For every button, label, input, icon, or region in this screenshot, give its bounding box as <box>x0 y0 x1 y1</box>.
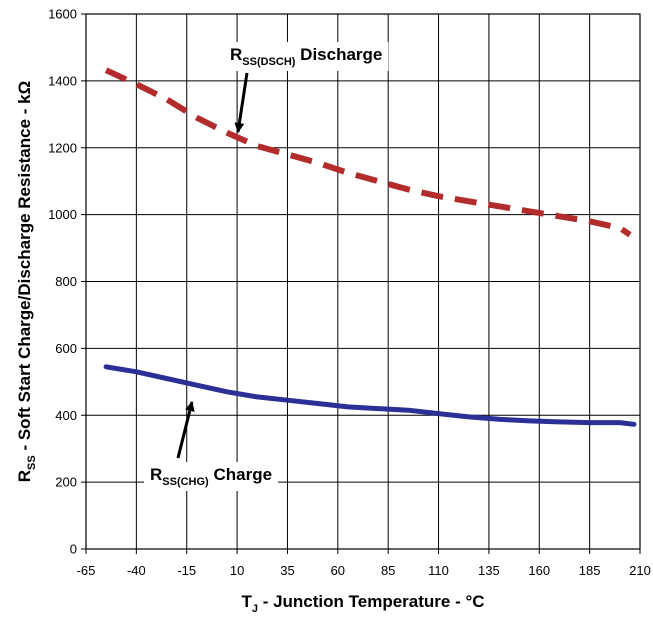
annotation-charge-rest: Charge <box>209 465 272 484</box>
y-tick-label: 400 <box>55 408 77 423</box>
y-axis-title: RSS - Soft Start Charge/Discharge Resist… <box>15 81 38 482</box>
y-tick-label: 1600 <box>48 7 77 22</box>
annotation-discharge-arrow <box>234 72 249 133</box>
annotation-discharge-label: RSS(DSCH) Discharge <box>230 45 382 68</box>
y-axis-title-sub: SS <box>26 455 38 470</box>
annotation-discharge-sub: SS(DSCH) <box>242 56 296 68</box>
x-tick-label: 10 <box>230 563 244 578</box>
y-axis-title-main: R <box>15 470 34 482</box>
x-axis-title-main: T <box>241 592 252 611</box>
y-tick-label: 600 <box>55 341 77 356</box>
y-tick-label: 800 <box>55 274 77 289</box>
y-tick-label: 0 <box>70 542 77 557</box>
x-tick-label: -15 <box>177 563 196 578</box>
x-tick-label: 110 <box>428 563 449 578</box>
annotation-discharge-main: R <box>230 45 242 64</box>
x-axis-title: TJ - Junction Temperature - °C <box>241 592 484 615</box>
x-tick-label: 160 <box>528 563 550 578</box>
x-tick-label: 60 <box>331 563 345 578</box>
y-tick-label: 1200 <box>48 140 77 155</box>
y-tick-labels: 0 200 400 600 800 1000 1200 1400 1600 <box>48 7 86 557</box>
y-tick-label: 200 <box>55 475 77 490</box>
x-tick-labels: -65 -40 -15 10 35 60 85 110 135 160 185 210 <box>77 549 651 578</box>
annotation-charge-main: R <box>150 465 162 484</box>
x-tick-label: 135 <box>478 563 500 578</box>
x-axis-title-sub: J <box>252 603 258 615</box>
x-tick-label: -40 <box>127 563 146 578</box>
x-axis-title-rest: - Junction Temperature - °C <box>258 592 485 611</box>
series-charge-line <box>103 364 637 427</box>
annotation-discharge-background <box>224 42 389 71</box>
x-tick-label: 85 <box>381 563 395 578</box>
annotation-charge-background <box>144 462 279 491</box>
annotation-charge-arrow <box>176 401 195 459</box>
y-axis-title-rest: - Soft Start Charge/Discharge Resistance… <box>15 81 34 456</box>
annotation-charge-sub: SS(CHG) <box>162 476 209 488</box>
x-tick-label: 185 <box>579 563 601 578</box>
y-tick-label: 1400 <box>48 73 77 88</box>
annotation-charge-label: RSS(CHG) Charge <box>150 465 272 488</box>
x-tick-label: -65 <box>77 563 96 578</box>
annotation-discharge-rest: Discharge <box>295 45 382 64</box>
y-tick-label: 1000 <box>48 207 77 222</box>
series-discharge-line <box>104 67 632 238</box>
series-lines <box>103 67 637 427</box>
x-tick-label: 35 <box>280 563 294 578</box>
x-tick-label: 210 <box>629 563 651 578</box>
